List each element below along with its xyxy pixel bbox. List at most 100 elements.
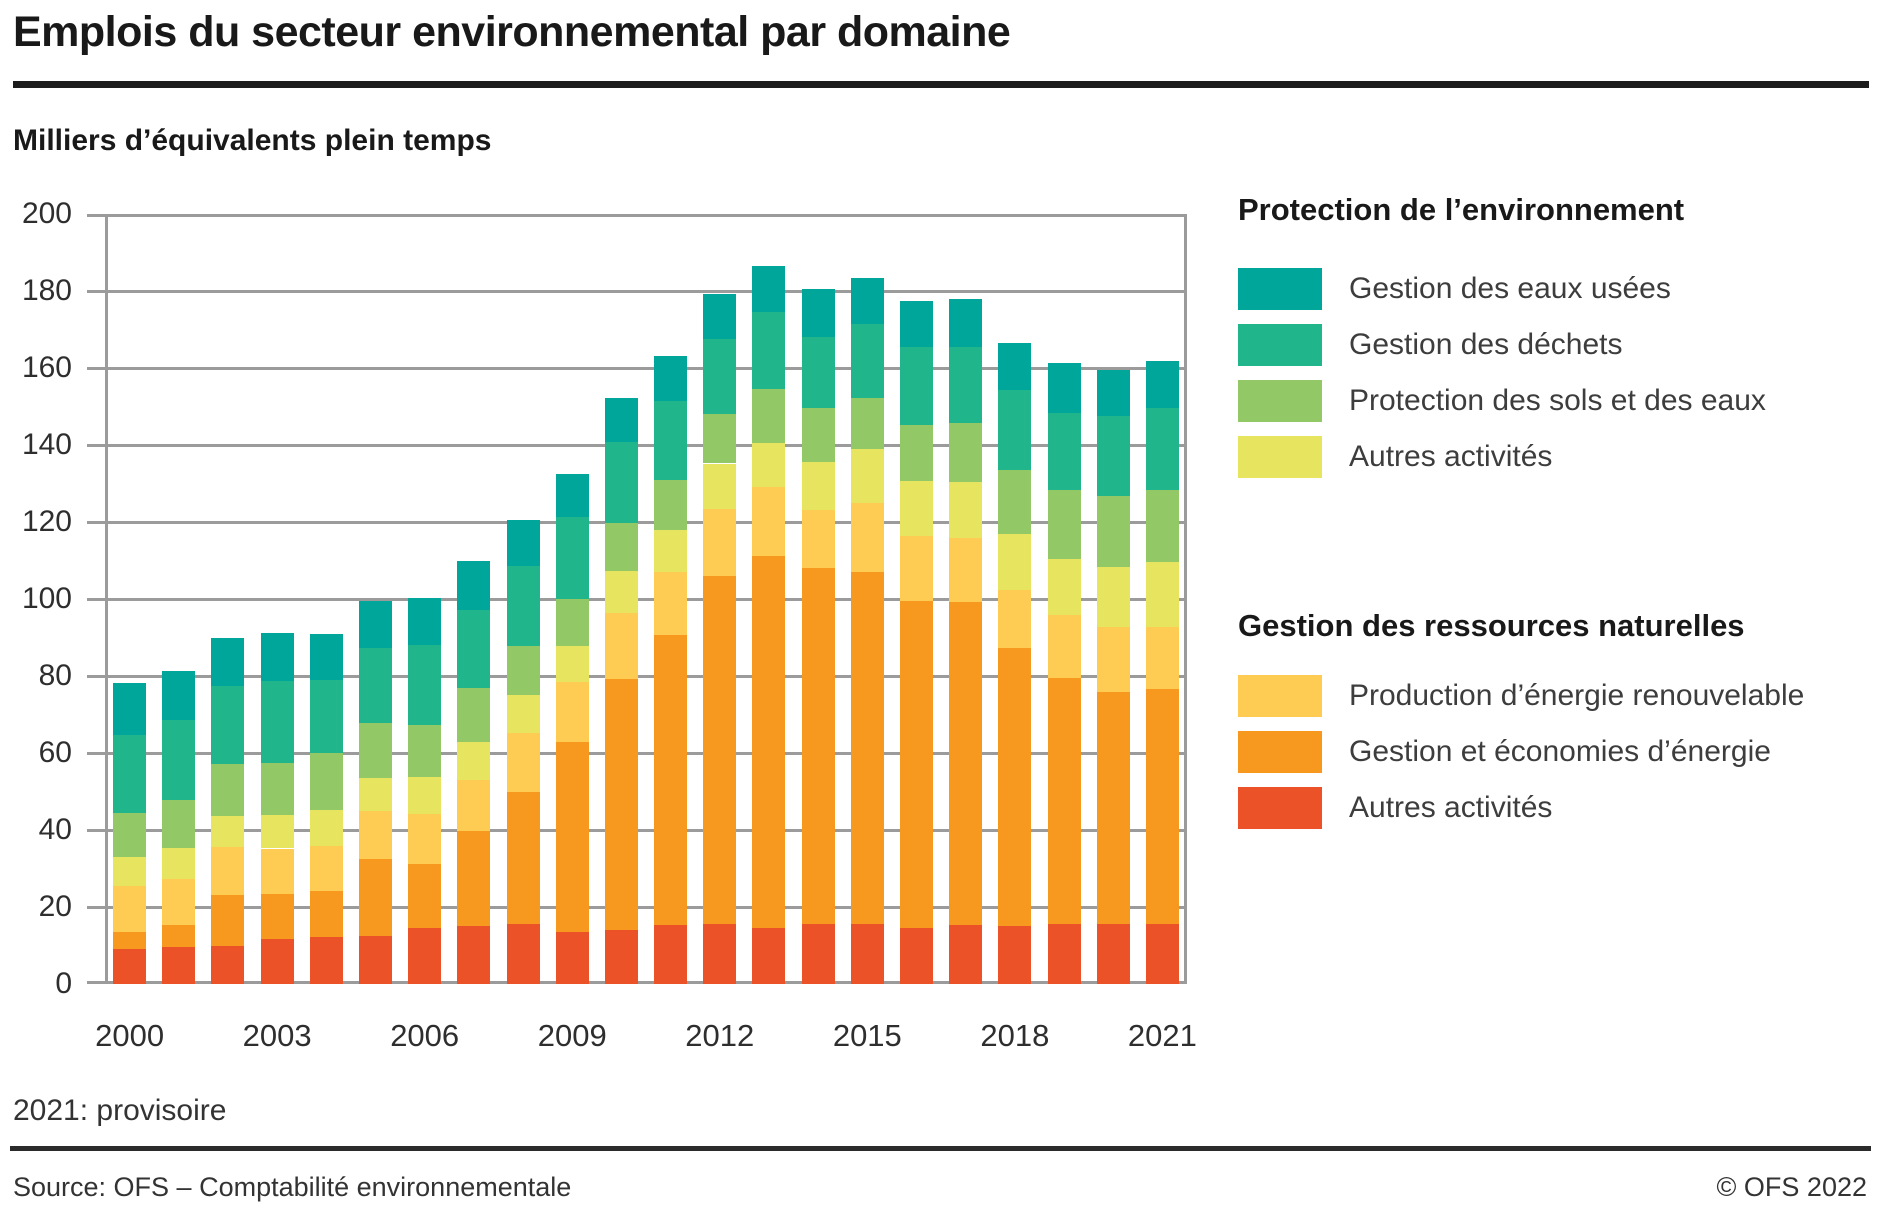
bar-segment (555, 742, 589, 933)
bar-segment (309, 890, 343, 937)
bar-segment (506, 733, 540, 793)
bar-segment (801, 924, 835, 984)
bar-segment (457, 926, 491, 984)
bar-segment (1096, 691, 1130, 925)
y-axis-label: 60 (38, 736, 72, 769)
bar-segment (998, 534, 1032, 591)
bar-segment (949, 422, 983, 483)
bar-segment (408, 863, 442, 929)
bar-segment (309, 809, 343, 847)
bar-segment (752, 389, 786, 443)
bar-segment (604, 930, 638, 984)
bar-segment (654, 400, 688, 481)
bar-segment (752, 311, 786, 390)
y-axis-label: 0 (55, 967, 72, 1000)
bar-segment (949, 346, 983, 423)
bar-segment (604, 523, 638, 571)
legend-group-title-protection: Protection de l’environnement (1238, 192, 1685, 227)
bar-segment (1047, 924, 1081, 984)
y-axis-label: 100 (21, 582, 72, 615)
bar-segment (703, 508, 737, 576)
bar-segment (359, 600, 392, 649)
bar-segment (900, 300, 933, 347)
y-tick-20 (87, 905, 105, 909)
bar-segment (1096, 567, 1130, 628)
bar-segment (211, 638, 245, 687)
bar-segment (752, 555, 786, 928)
y-tick-100 (87, 597, 105, 601)
bar-segment (359, 935, 392, 984)
y-tick-160 (87, 366, 105, 370)
dechets-swatch (1238, 324, 1322, 366)
legend-item-renouvelable: Production d’énergie renouvelable (1238, 675, 1804, 717)
x-axis-label: 2015 (832, 1018, 902, 1053)
bar-segment (506, 645, 540, 695)
bar-segment (113, 949, 147, 984)
bar-segment (1096, 924, 1130, 984)
bar-segment (408, 645, 442, 725)
autres-protection-swatch (1238, 436, 1322, 478)
bar-segment (998, 590, 1032, 648)
gridline-80 (105, 674, 1187, 678)
bar-segment (408, 928, 442, 984)
x-axis-label: 2021 (1127, 1018, 1197, 1053)
y-axis-label: 160 (21, 351, 72, 384)
bar-segment (604, 679, 638, 931)
bar-segment (998, 469, 1032, 535)
bar-segment (162, 719, 196, 800)
bar-segment (408, 776, 442, 814)
bar-segment (900, 346, 933, 425)
bar-segment (359, 778, 392, 812)
bar-segment (1145, 490, 1179, 562)
bar-segment (359, 859, 392, 936)
bar-segment (604, 612, 638, 680)
bar-segment (604, 570, 638, 613)
gridline-140 (105, 443, 1187, 447)
bar-segment (113, 812, 147, 857)
bar-segment (457, 687, 491, 742)
bar-segment (900, 424, 933, 481)
bar-segment (359, 648, 392, 724)
bar-segment (457, 609, 491, 688)
bar-segment (998, 925, 1032, 984)
bar-segment (703, 339, 737, 415)
bar-segment (113, 931, 147, 950)
bar-segment (1145, 689, 1179, 925)
bar-segment (555, 645, 589, 682)
bar-segment (1096, 415, 1130, 497)
bar-segment (309, 846, 343, 891)
bar-segment (506, 565, 540, 646)
x-axis-label: 2012 (685, 1018, 755, 1053)
bar-segment (850, 449, 884, 503)
bar-segment (555, 598, 589, 646)
page-title: Emplois du secteur environnemental par d… (13, 8, 1011, 56)
bar-segment (211, 686, 245, 764)
bar-segment (260, 680, 294, 763)
bar-segment (555, 517, 589, 599)
y-axis-label: 180 (21, 274, 72, 307)
bar-segment (555, 932, 589, 984)
bar-segment (211, 945, 245, 984)
legend-item-sols: Protection des sols et des eaux (1238, 380, 1766, 422)
bar-segment (654, 572, 688, 636)
bar-segment (506, 924, 540, 984)
title-divider (13, 81, 1869, 88)
provisional-footnote: 2021: provisoire (13, 1094, 227, 1127)
y-axis-label: 200 (21, 197, 72, 230)
autres-ressources-swatch (1238, 787, 1322, 829)
bar-segment (260, 633, 294, 681)
bar-segment (604, 398, 638, 442)
renouvelable-swatch (1238, 675, 1322, 717)
bar-segment (998, 389, 1032, 470)
bar-segment (359, 723, 392, 779)
y-axis-label: 140 (21, 428, 72, 461)
bar-segment (309, 936, 343, 984)
bar-segment (113, 856, 147, 886)
legend-item-label: Autres activités (1349, 791, 1553, 824)
bar-segment (457, 779, 491, 832)
bar-segment (457, 561, 491, 610)
bar-segment (506, 519, 540, 566)
bar-segment (949, 538, 983, 602)
bar-segment (850, 572, 884, 925)
bar-segment (900, 928, 933, 984)
